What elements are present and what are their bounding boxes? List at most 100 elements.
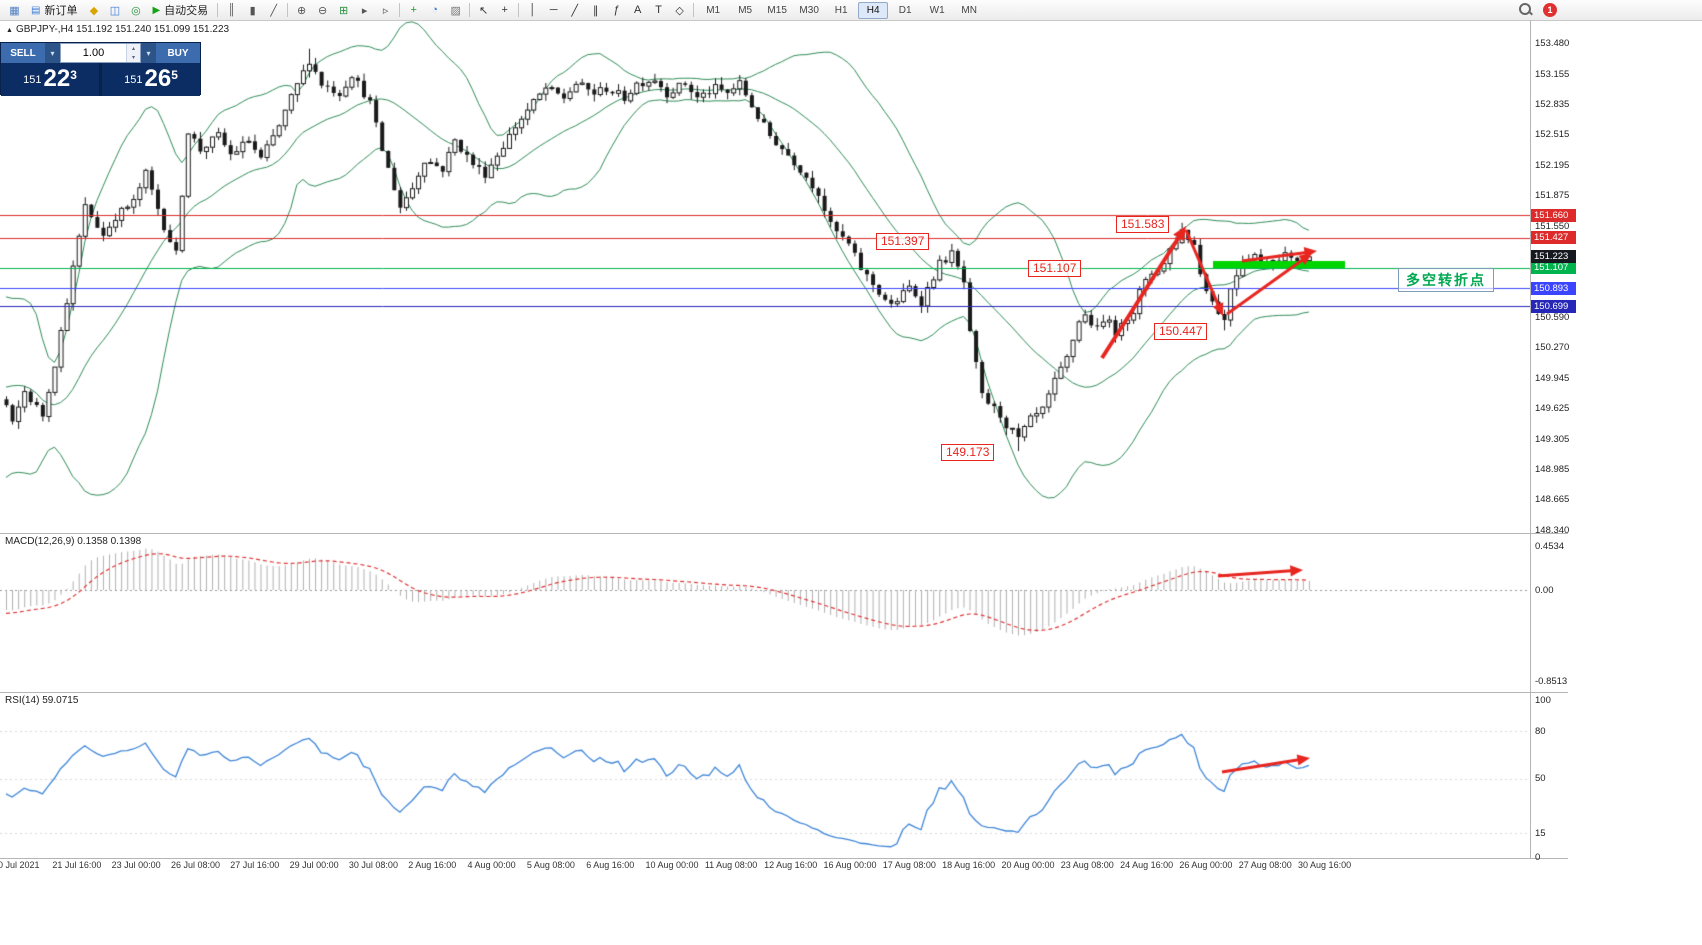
panel-separator-macd[interactable]	[0, 533, 1568, 534]
time-tick-label: 30 Aug 16:00	[1298, 860, 1352, 870]
timeframe-d1-button[interactable]: D1	[898, 4, 912, 16]
macd-axis-label: 0.00	[1535, 585, 1554, 596]
periods-icon[interactable]: ◔	[431, 4, 438, 16]
rsi-axis-label: 15	[1535, 828, 1546, 839]
toolbar-separator	[399, 3, 401, 17]
navigator-icon[interactable]: ◎	[131, 4, 141, 17]
timeframe-mn-button[interactable]: MN	[961, 4, 977, 16]
price-tick-label: 152.835	[1535, 99, 1570, 111]
new-chart-icon[interactable]: ▦	[9, 4, 20, 17]
auto-scroll-icon[interactable]: ▸	[361, 4, 368, 17]
horizontal-line-icon[interactable]: ─	[549, 4, 558, 16]
lot-size-input[interactable]	[61, 46, 126, 60]
new-order-button-label: 新订单	[44, 5, 78, 17]
cursor-icon[interactable]: ↖	[479, 4, 489, 17]
vertical-line-icon[interactable]: │	[529, 4, 537, 16]
templates-icon[interactable]: ▨	[450, 4, 461, 17]
time-tick-label: 16 Aug 00:00	[823, 860, 877, 870]
time-tick-label: 20 Jul 2021	[0, 860, 40, 870]
sell-price-button[interactable]: 151 22 3	[1, 63, 99, 96]
timeframe-m30-button[interactable]: M30	[799, 4, 819, 16]
sell-dropdown[interactable]: ▾	[45, 43, 60, 63]
zoom-in-icon[interactable]: ⊕	[297, 4, 307, 17]
new-order-button[interactable]: ▤ 新订单	[25, 2, 83, 18]
line-chart-icon[interactable]: ╱	[270, 4, 277, 17]
level-price-tag: 150.699	[1531, 299, 1576, 313]
price-annotation-label[interactable]: 150.447	[1154, 323, 1208, 340]
rsi-axis-label: 0	[1535, 852, 1541, 863]
symbol-ohlc-text: GBPJPY-,H4 151.192 151.240 151.099 151.2…	[15, 24, 230, 35]
price-annotation-label[interactable]: 149.173	[941, 444, 995, 461]
toolbar-separator	[693, 3, 695, 17]
candlestick-chart-icon[interactable]: ▮	[249, 4, 256, 17]
timeframe-w1-button[interactable]: W1	[929, 4, 945, 16]
trendline-icon[interactable]: ╱	[571, 4, 578, 17]
time-tick-label: 6 Aug 16:00	[586, 860, 635, 870]
price-chart-canvas[interactable]	[0, 20, 1530, 533]
text-icon[interactable]: A	[633, 4, 642, 16]
price-tick-label: 148.340	[1535, 525, 1570, 536]
channel-icon[interactable]: ∥	[592, 4, 599, 17]
time-tick-label: 11 Aug 08:00	[704, 860, 758, 870]
notification-badge[interactable]: 1	[1543, 2, 1557, 17]
rsi-indicator-label: RSI(14) 59.0715	[5, 695, 79, 706]
search-icon[interactable]	[1518, 2, 1533, 17]
label-icon[interactable]: T	[655, 4, 663, 16]
crosshair-icon[interactable]: +	[501, 4, 508, 16]
tile-windows-icon[interactable]: ⊞	[339, 4, 349, 17]
time-tick-label: 29 Jul 00:00	[289, 860, 339, 870]
time-axis: 20 Jul 2021 21 Jul 16:00 23 Jul 00:00 26 Ju…	[0, 859, 1530, 873]
price-tick-label: 153.155	[1535, 68, 1570, 80]
time-tick-label: 21 Jul 16:00	[52, 860, 102, 870]
lot-decrease-button[interactable]: ▾	[127, 53, 140, 62]
lot-increase-button[interactable]: ▴	[127, 44, 140, 53]
zoom-out-icon[interactable]: ⊖	[318, 4, 328, 17]
timeframe-h1-button[interactable]: H1	[834, 4, 848, 16]
time-tick-label: 23 Jul 00:00	[111, 860, 161, 870]
turning-point-note[interactable]: 多空转折点	[1398, 268, 1494, 292]
toolbar-right: 1	[1518, 2, 1557, 17]
sell-button-label: SELL	[10, 47, 36, 59]
chart-shift-icon[interactable]: ▹	[382, 4, 389, 17]
arrows-icon[interactable]: ◇	[675, 4, 684, 17]
price-annotation-label[interactable]: 151.107	[1028, 260, 1082, 277]
fibonacci-icon[interactable]: ƒ	[613, 4, 620, 16]
timeframe-h4-button[interactable]: H4	[858, 1, 889, 19]
rsi-axis-label: 80	[1535, 726, 1546, 737]
price-annotation-label[interactable]: 151.397	[876, 233, 930, 250]
timeframe-m5-button[interactable]: M5	[738, 4, 753, 16]
sell-button[interactable]: SELL	[1, 43, 45, 63]
lot-size-field: ▴ ▾	[60, 43, 141, 63]
search-lens	[1519, 3, 1531, 15]
data-window-icon[interactable]: ◫	[109, 4, 121, 17]
macd-chart-canvas[interactable]	[0, 533, 1530, 692]
price-annotation-label[interactable]: 151.583	[1116, 216, 1170, 233]
toolbar-items: ▦ ▤ 新订单 ◆ ◫ ◎ ▶ 自动交易 ║ ▮ ╱ ⊕ ⊖ ⊞ ▸ ▹ + ◔ ▨ ↖ + │ ─ ╱ ∥ ƒ A T ◇ M1 M5 M1…	[0, 0, 985, 20]
price-tick-label: 152.515	[1535, 129, 1570, 141]
rsi-chart-canvas[interactable]	[0, 692, 1530, 858]
time-tick-label: 30 Jul 08:00	[348, 860, 398, 870]
time-tick-label: 24 Aug 16:00	[1120, 860, 1174, 870]
buy-dropdown[interactable]: ▾	[141, 43, 156, 63]
buy-button[interactable]: BUY	[156, 43, 200, 63]
price-axis-separator	[1530, 20, 1531, 858]
price-tick-label: 148.985	[1535, 463, 1570, 475]
price-tick-label: 150.270	[1535, 342, 1570, 354]
level-price-tag: 151.660	[1531, 208, 1576, 222]
market-watch-icon[interactable]: ◆	[89, 4, 99, 17]
level-price-tag: 151.107	[1531, 261, 1576, 275]
buy-price-button[interactable]: 151 26 5	[102, 63, 200, 96]
price-tick-label: 151.550	[1535, 220, 1570, 232]
time-axis-separator	[0, 858, 1568, 859]
price-tick-label: 152.195	[1535, 159, 1570, 171]
indicators-icon[interactable]: +	[410, 4, 417, 16]
time-tick-label: 26 Aug 00:00	[1179, 860, 1233, 870]
timeframe-m1-button[interactable]: M1	[706, 4, 721, 16]
autotrading-play-icon: ▶	[152, 4, 161, 16]
bar-chart-icon[interactable]: ║	[227, 4, 236, 16]
panel-separator-rsi[interactable]	[0, 692, 1568, 693]
timeframe-m15-button[interactable]: M15	[767, 4, 787, 16]
autotrading-button[interactable]: ▶ 自动交易	[146, 2, 214, 18]
